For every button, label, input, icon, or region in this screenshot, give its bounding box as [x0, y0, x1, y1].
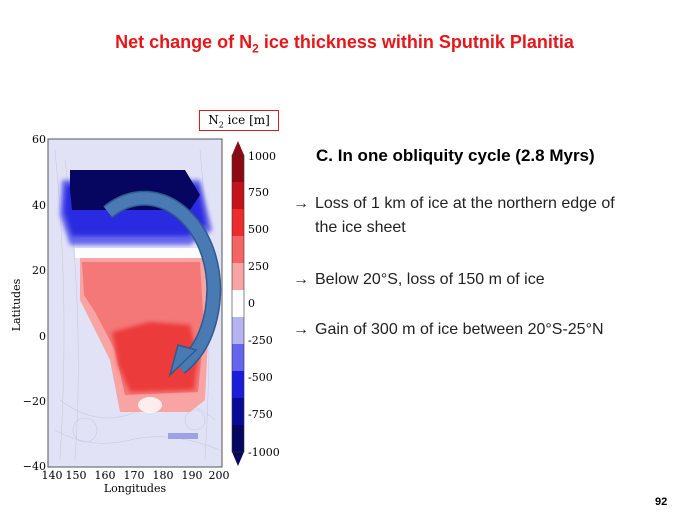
southern-gain: [112, 322, 198, 392]
bullet-gain: → Gain of 300 m of ice between 20°S-25°N: [293, 318, 604, 342]
right-arrow-icon: →: [293, 321, 309, 338]
section-heading: C. In one obliquity cycle (2.8 Myrs): [316, 146, 595, 165]
page-number: 92: [655, 496, 668, 508]
bullet-text: Below 20°S, loss of 150 m of ice: [315, 271, 545, 288]
colorbar-tick: 250: [248, 260, 269, 273]
colorbar-tick: 0: [248, 297, 255, 310]
colorbar-segment: [232, 290, 244, 318]
x-axis-ticks: 140 150 160 170 180 190 200: [42, 469, 230, 482]
colorbar-segment: [232, 263, 244, 291]
colorbar-bottom-extension: [232, 452, 244, 466]
slide-title: Net change of N2 ice thickness within Sp…: [115, 32, 574, 56]
x-tick: 200: [209, 469, 230, 482]
bullet-text: the ice sheet: [315, 219, 406, 236]
colorbar: [231, 141, 245, 466]
x-tick: 190: [182, 469, 203, 482]
y-tick: 20: [32, 264, 46, 277]
right-arrow-icon: →: [293, 195, 309, 212]
colorbar-tick: 750: [248, 186, 269, 199]
colorbar-segment: [232, 317, 244, 345]
colorbar-tick: -500: [248, 371, 273, 384]
x-tick: 170: [124, 469, 145, 482]
plot-frame: [47, 138, 223, 468]
bullet-text: Gain of 300 m of ice between 20°S-25°N: [315, 321, 604, 338]
bullet-text: Loss of 1 km of ice at the northern edge…: [315, 195, 615, 212]
y-tick: 0: [39, 330, 46, 343]
y-tick: −20: [23, 395, 46, 408]
y-axis-ticks: 60 40 20 0 −20 −40: [23, 133, 46, 473]
colorbar-segment: [232, 371, 244, 399]
colorbar-tick: -750: [248, 408, 273, 421]
right-arrow-icon: →: [293, 271, 309, 288]
flow-arrow-head: [168, 344, 198, 378]
colorbar-top-extension: [232, 141, 244, 155]
colorbar-segment: [232, 209, 244, 237]
colorbar-segment: [232, 398, 244, 426]
colorbar-segment: [232, 236, 244, 264]
colorbar-segment: [232, 425, 244, 453]
y-axis-label: Latitudes: [10, 278, 23, 331]
colorbar-tick: -1000: [248, 446, 280, 459]
x-tick: 180: [153, 469, 174, 482]
x-tick: 160: [95, 469, 116, 482]
flow-arrow: [104, 192, 220, 373]
bullet-northern-loss: → Loss of 1 km of ice at the northern edg…: [293, 192, 615, 240]
colorbar-ticks: 1000 750 500 250 0 -250 -500 -750 -1000: [248, 150, 280, 459]
y-tick: −40: [23, 460, 46, 473]
y-tick: 60: [32, 133, 46, 146]
colorbar-label: N2 ice [m]: [199, 110, 279, 131]
x-tick: 150: [66, 469, 87, 482]
x-axis-label: Longitudes: [104, 482, 167, 495]
heatmap-field: [48, 139, 222, 467]
colorbar-tick: -250: [248, 334, 273, 347]
colorbar-tick: 1000: [248, 150, 276, 163]
colorbar-tick: 500: [248, 223, 269, 236]
colorbar-frame: [231, 154, 245, 453]
y-tick: 40: [32, 199, 46, 212]
colorbar-segment: [232, 344, 244, 372]
southern-loss-patch: [168, 433, 198, 439]
bullet-southern-loss: → Below 20°S, loss of 150 m of ice: [293, 268, 545, 292]
colorbar-segment: [232, 182, 244, 210]
x-tick: 140: [42, 469, 63, 482]
colorbar-segment: [232, 155, 244, 183]
